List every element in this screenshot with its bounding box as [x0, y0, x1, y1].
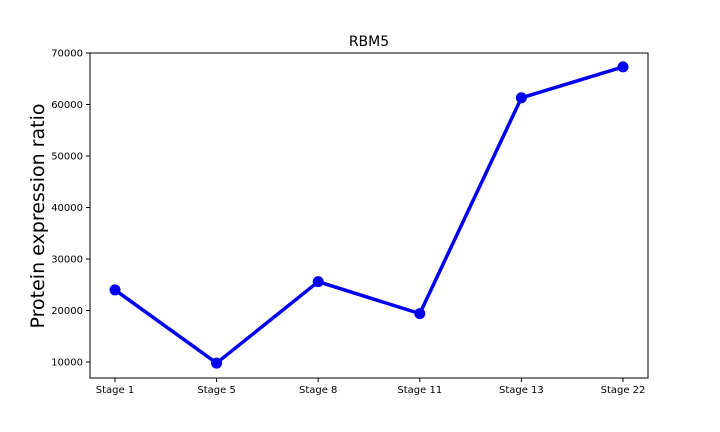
y-tick-label: 30000 — [51, 255, 83, 266]
y-tick-label: 40000 — [51, 203, 83, 214]
x-tick-label: Stage 13 — [499, 385, 544, 396]
x-tick-label: Stage 5 — [197, 385, 235, 396]
x-tick-label: Stage 11 — [397, 385, 442, 396]
y-tick-label: 50000 — [51, 152, 83, 163]
data-point — [617, 61, 629, 73]
y-axis: 10000 20000 30000 40000 50000 60000 70000 — [51, 49, 90, 369]
chart-title: RBM5 — [349, 34, 389, 50]
data-point — [312, 276, 324, 288]
series-line — [113, 65, 625, 365]
data-point — [211, 357, 223, 369]
data-point — [414, 308, 426, 320]
data-point — [515, 92, 527, 104]
y-tick-label: 10000 — [51, 358, 83, 369]
data-point — [109, 284, 121, 296]
x-tick-label: Stage 1 — [96, 385, 134, 396]
plot-area-frame — [89, 52, 649, 379]
x-axis: Stage 1 Stage 5 Stage 8 Stage 11 Stage 13 Sta… — [96, 378, 646, 396]
series — [109, 61, 629, 369]
x-tick-label: Stage 22 — [601, 385, 646, 396]
y-tick-label: 20000 — [51, 306, 83, 317]
y-tick-label: 70000 — [51, 49, 83, 60]
y-tick-label: 60000 — [51, 100, 83, 111]
x-tick-label: Stage 8 — [299, 385, 337, 396]
y-axis-label: Protein expression ratio — [27, 104, 49, 329]
